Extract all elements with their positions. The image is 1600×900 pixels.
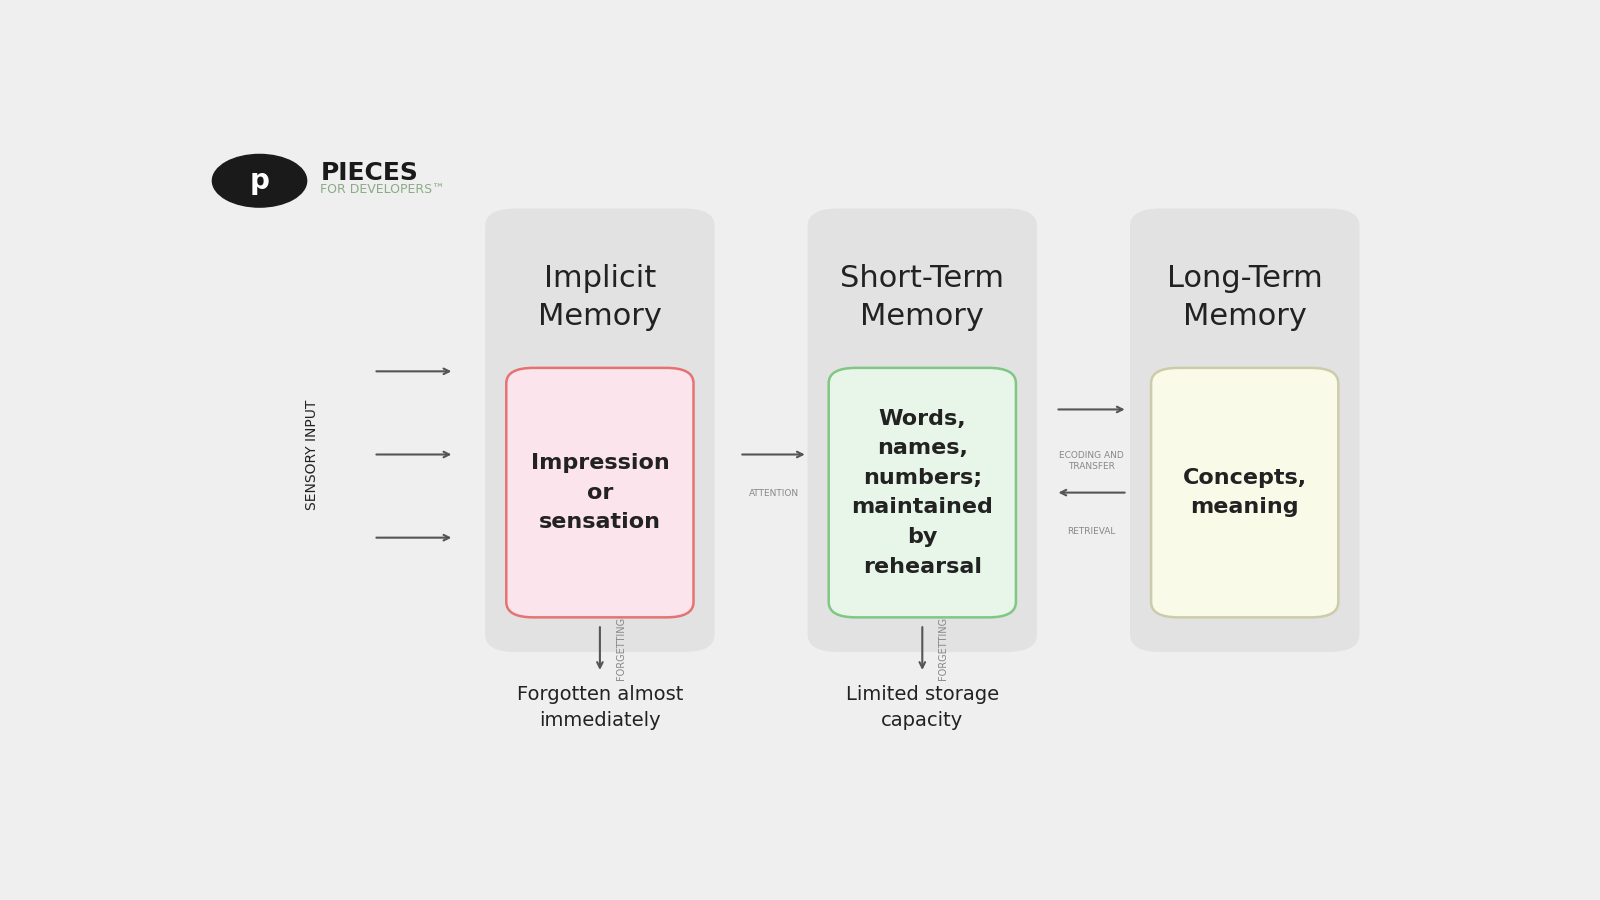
FancyBboxPatch shape bbox=[829, 368, 1016, 617]
Text: FORGETTING: FORGETTING bbox=[939, 617, 949, 680]
Text: Long-Term
Memory: Long-Term Memory bbox=[1166, 264, 1323, 331]
Text: SENSORY INPUT: SENSORY INPUT bbox=[304, 400, 318, 509]
FancyBboxPatch shape bbox=[485, 209, 715, 652]
Text: FORGETTING: FORGETTING bbox=[616, 617, 626, 680]
Text: PIECES: PIECES bbox=[320, 161, 418, 185]
Text: Limited storage
capacity: Limited storage capacity bbox=[846, 685, 998, 730]
Text: ATTENTION: ATTENTION bbox=[749, 490, 798, 499]
Text: p: p bbox=[250, 166, 269, 194]
Text: FOR DEVELOPERS™: FOR DEVELOPERS™ bbox=[320, 184, 445, 196]
FancyBboxPatch shape bbox=[506, 368, 693, 617]
Text: ECODING AND
TRANSFER: ECODING AND TRANSFER bbox=[1059, 451, 1123, 471]
Text: Words,
names,
numbers;
maintained
by
rehearsal: Words, names, numbers; maintained by reh… bbox=[851, 409, 994, 577]
FancyBboxPatch shape bbox=[1130, 209, 1360, 652]
Text: RETRIEVAL: RETRIEVAL bbox=[1067, 527, 1115, 536]
Text: Impression
or
sensation: Impression or sensation bbox=[531, 453, 669, 532]
Text: Concepts,
meaning: Concepts, meaning bbox=[1182, 468, 1307, 518]
FancyBboxPatch shape bbox=[1150, 368, 1338, 617]
Circle shape bbox=[213, 155, 307, 207]
Text: Implicit
Memory: Implicit Memory bbox=[538, 264, 662, 331]
Text: Forgotten almost
immediately: Forgotten almost immediately bbox=[517, 685, 683, 730]
Text: Short-Term
Memory: Short-Term Memory bbox=[840, 264, 1005, 331]
FancyBboxPatch shape bbox=[808, 209, 1037, 652]
